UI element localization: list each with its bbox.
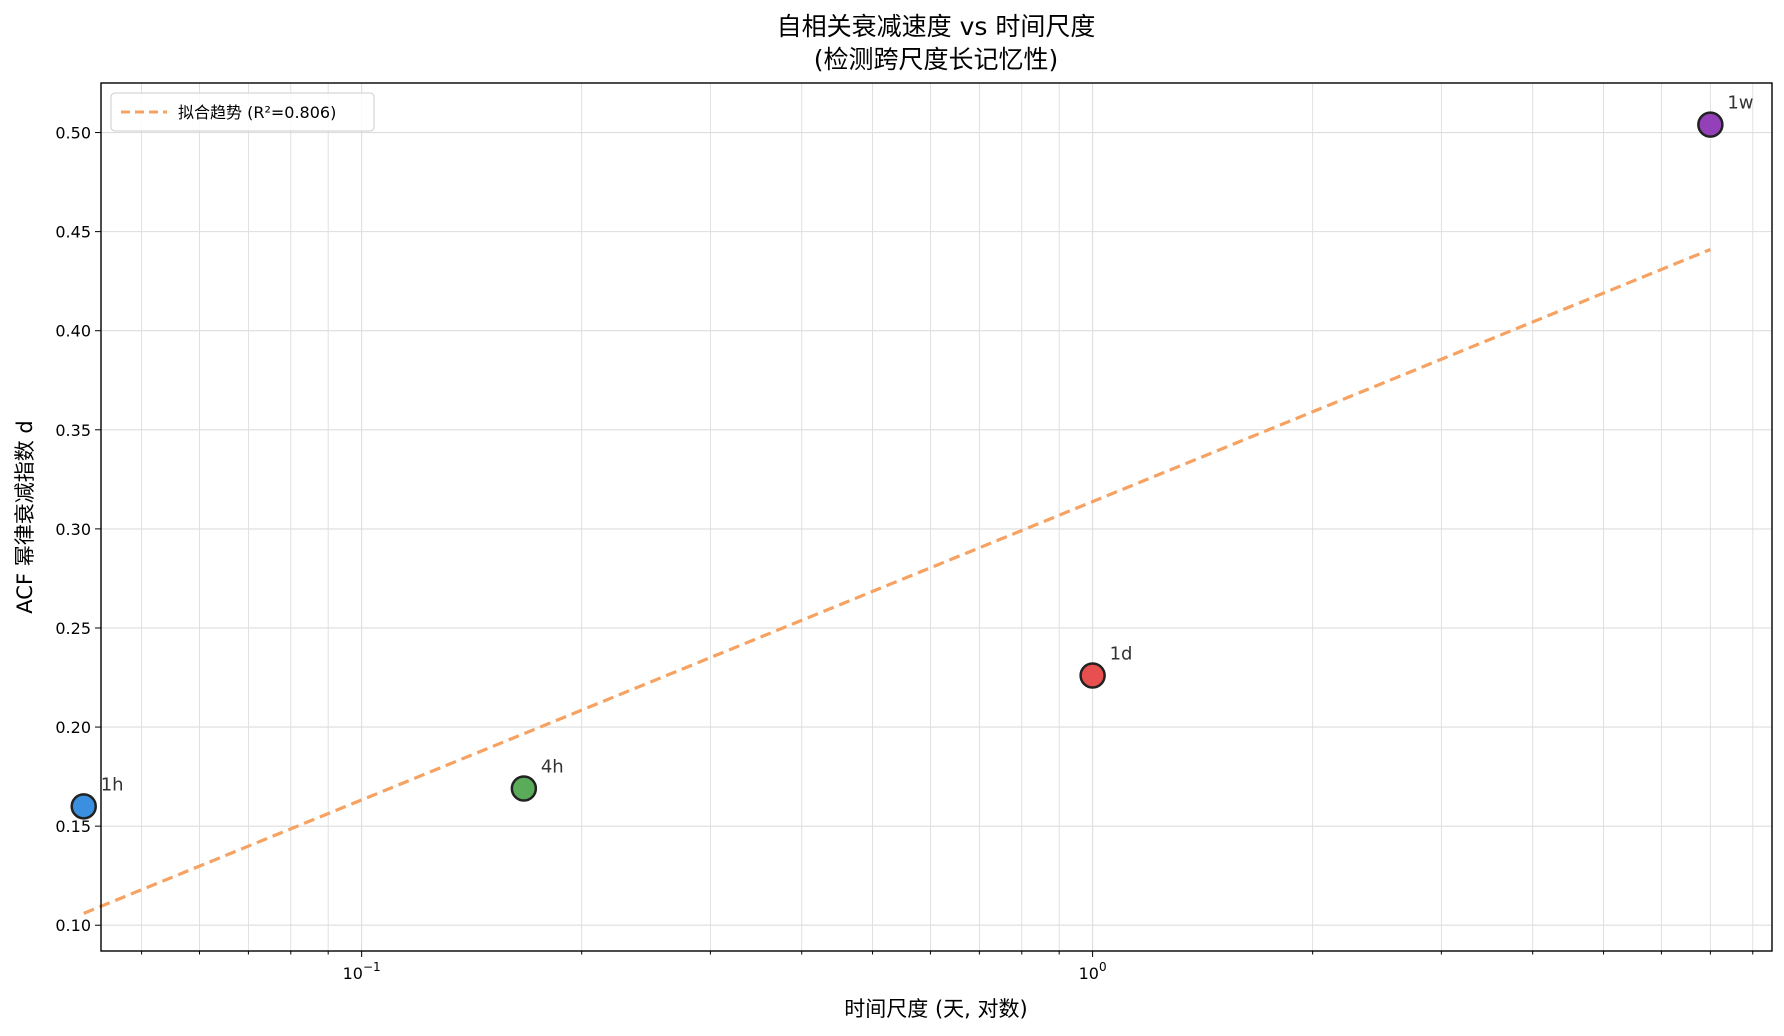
x-tick-label: 100 — [1079, 960, 1107, 983]
y-tick-label: 0.20 — [55, 718, 91, 737]
y-tick-label: 0.30 — [55, 520, 91, 539]
point-label-1d: 1d — [1110, 644, 1133, 665]
x-axis-ticks: 10−1 100 — [141, 951, 1754, 983]
legend-trend-label: 拟合趋势 (R²=0.806) — [178, 103, 336, 122]
y-tick-label: 0.25 — [55, 619, 91, 638]
y-axis-ticks: 0.10 0.15 0.20 0.25 0.30 0.35 0.40 0.45 0.50 — [55, 124, 101, 935]
x-tick-label: 10−1 — [343, 960, 381, 983]
trend-line — [83, 247, 1711, 915]
grid-layer — [101, 83, 1772, 951]
legend: 拟合趋势 (R²=0.806) — [110, 92, 375, 132]
y-tick-label: 0.45 — [55, 223, 91, 242]
legend-box — [110, 92, 375, 132]
y-tick-label: 0.10 — [55, 916, 91, 935]
y-axis-label: ACF 幂律衰减指数 d — [13, 420, 37, 613]
chart-title: 自相关衰减速度 vs 时间尺度 — [777, 12, 1096, 41]
data-point-4h — [510, 775, 538, 802]
y-tick-label: 0.35 — [55, 421, 91, 440]
data-point-1w — [1697, 111, 1724, 138]
x-axis-label: 时间尺度 (天, 对数) — [844, 997, 1027, 1021]
data-point-1h — [70, 793, 97, 820]
data-point-1d — [1079, 662, 1106, 689]
trend-layer — [83, 247, 1711, 915]
point-label-1h: 1h — [101, 774, 124, 795]
points-layer: 1h 4h 1d 1w — [70, 93, 1754, 820]
point-label-1w: 1w — [1727, 93, 1753, 114]
plot-frame — [100, 82, 1773, 952]
y-tick-label: 0.40 — [55, 322, 91, 341]
point-label-4h: 4h — [541, 756, 564, 777]
chart-subtitle: (检测跨尺度长记忆性) — [814, 45, 1059, 74]
y-tick-label: 0.15 — [55, 817, 91, 836]
y-tick-label: 0.50 — [55, 124, 91, 143]
